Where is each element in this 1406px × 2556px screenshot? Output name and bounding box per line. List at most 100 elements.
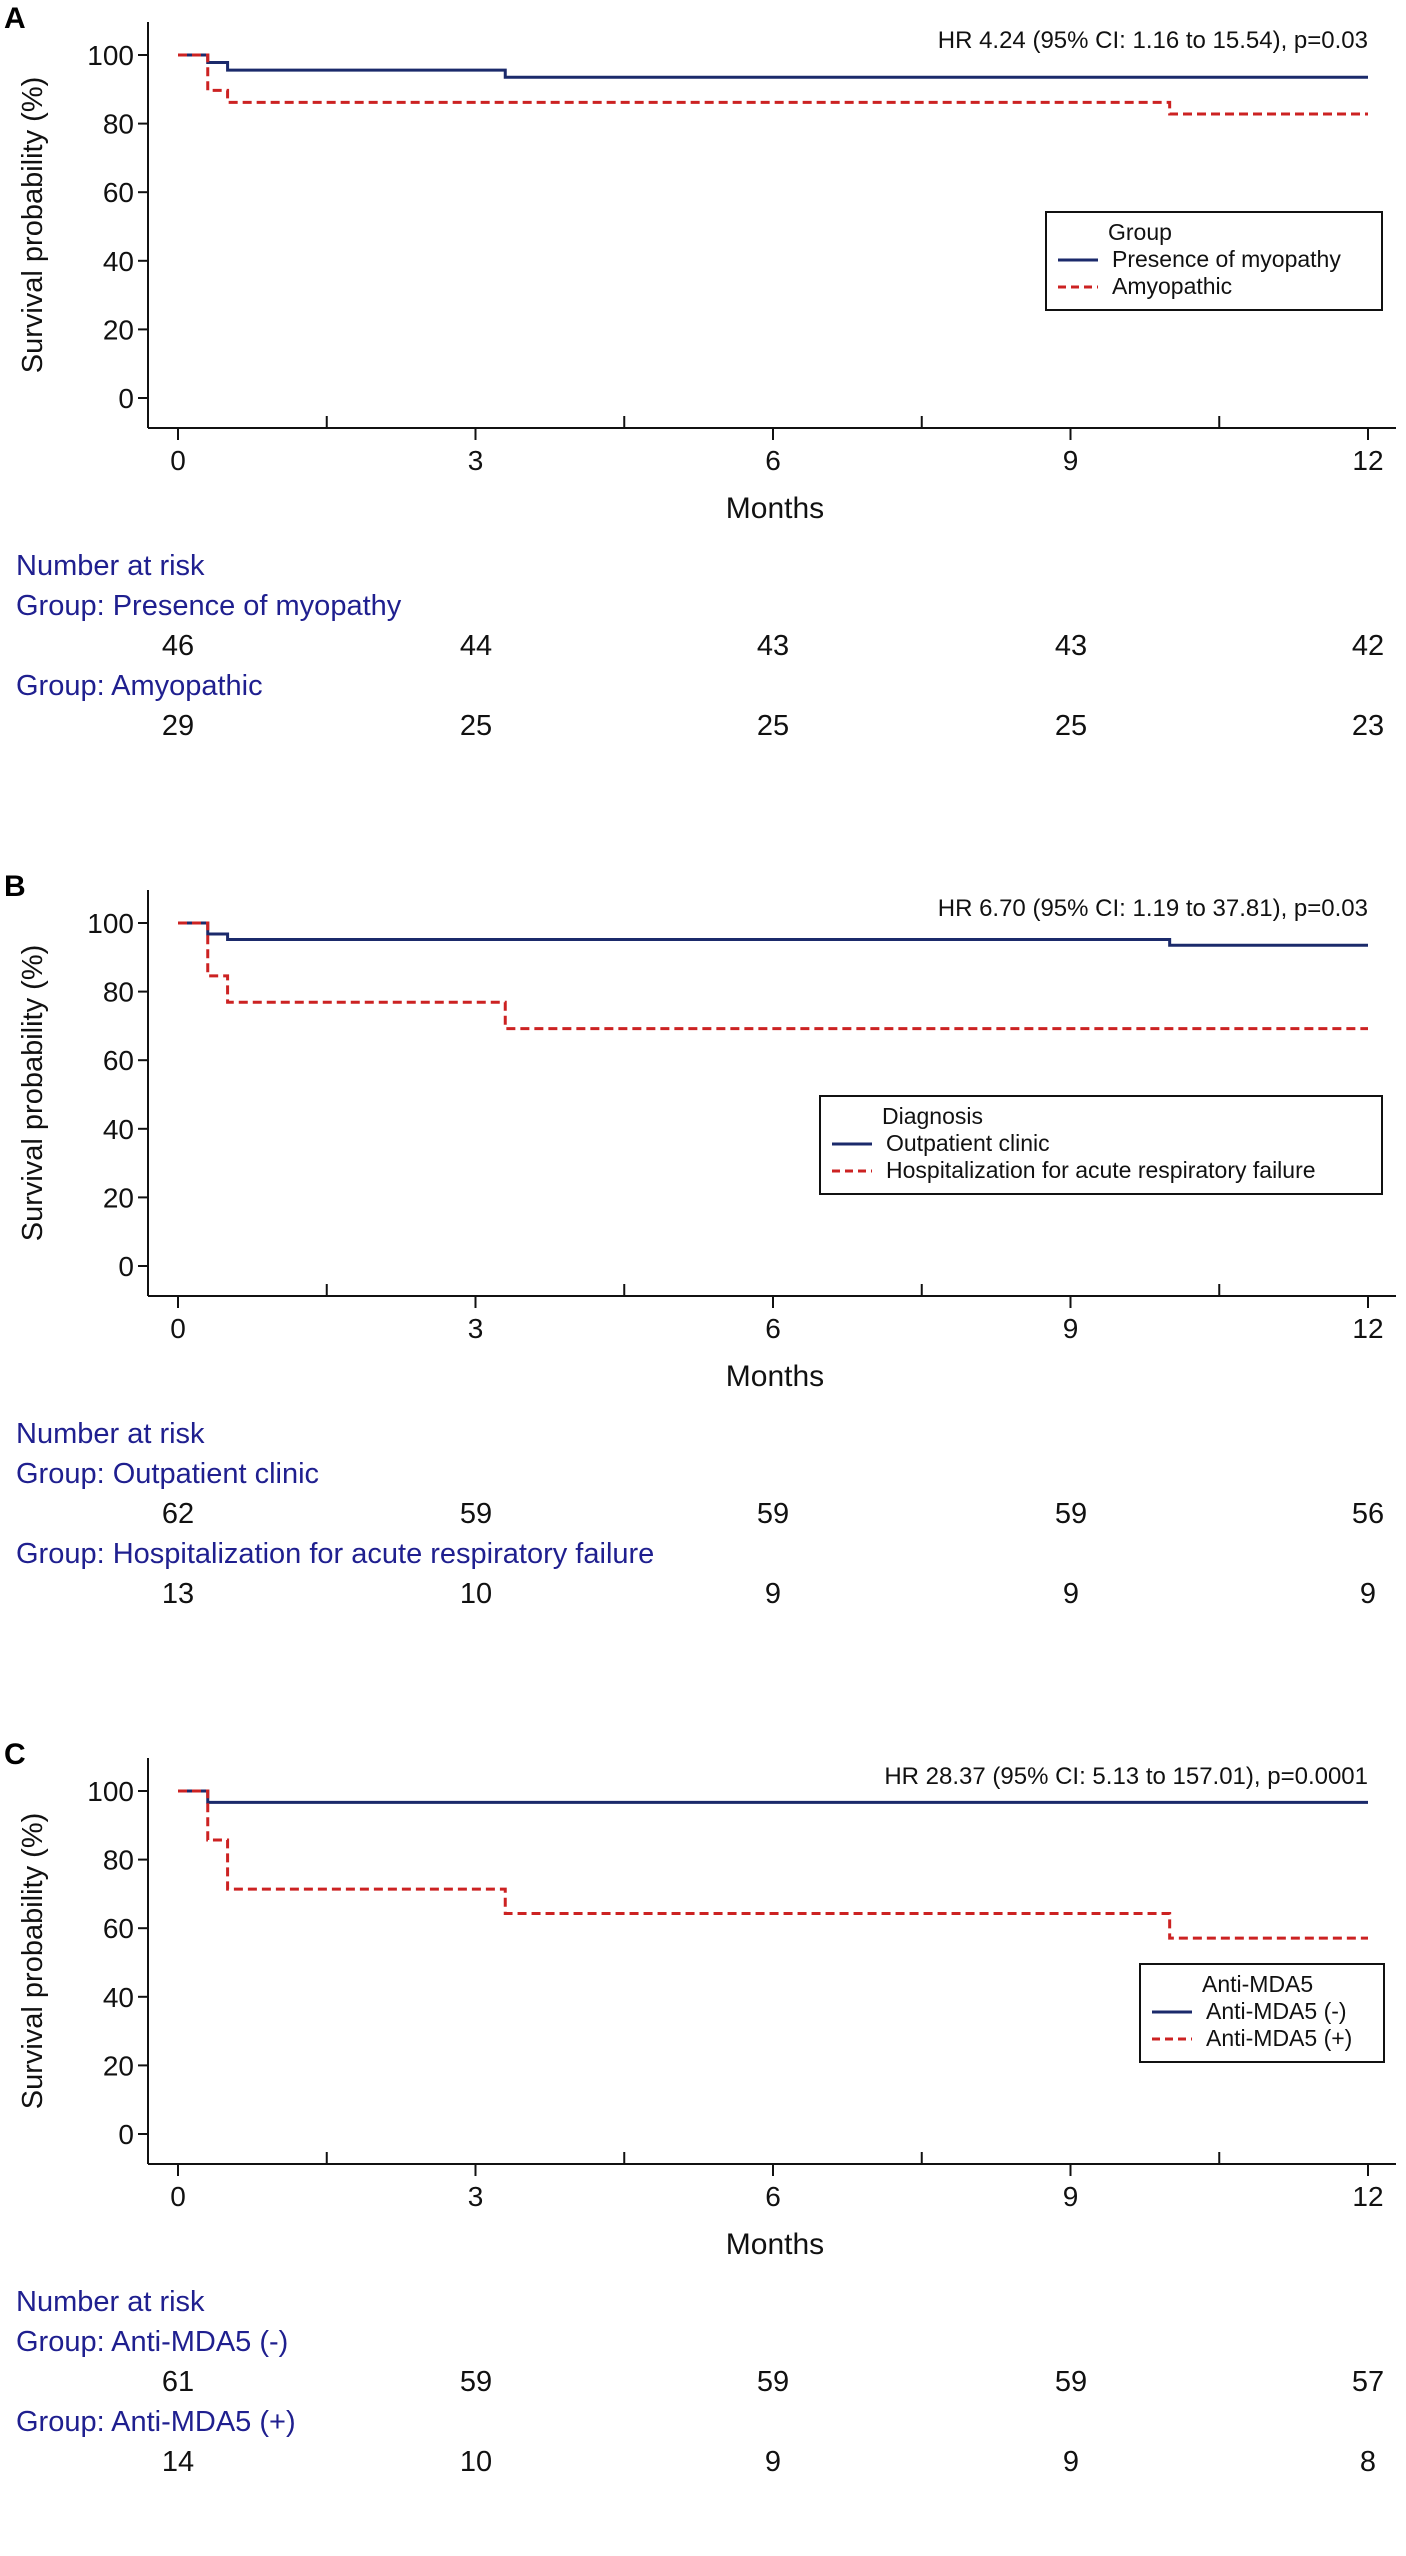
y-axis-label: Survival probability (%) (17, 1813, 49, 2110)
risk-group-label: Group: Anti-MDA5 (+) (16, 2406, 296, 2438)
legend-entry: Anti-MDA5 (-) (1206, 1998, 1347, 2024)
legend-entry: Amyopathic (1112, 273, 1232, 299)
risk-value: 23 (1351, 710, 1385, 742)
x-tick-label: 3 (468, 445, 484, 476)
risk-value: 57 (1351, 2366, 1385, 2398)
risk-value: 59 (1054, 2366, 1088, 2398)
risk-value: 46 (161, 630, 195, 662)
legend-box (1045, 211, 1383, 311)
risk-value: 43 (1054, 630, 1088, 662)
x-tick-label: 9 (1063, 445, 1079, 476)
y-tick-label: 60 (103, 1913, 134, 1944)
risk-value: 9 (1359, 1578, 1377, 1610)
risk-value: 59 (1054, 1498, 1088, 1530)
panel-a: 0 20 40 60 80 100 0 3 6 9 12 Months Survival probabi… (0, 0, 1406, 820)
x-tick-label: 6 (765, 445, 781, 476)
risk-value: 42 (1351, 630, 1385, 662)
risk-value: 25 (459, 710, 493, 742)
risk-group-label: Group: Hospitalization for acute respira… (16, 1538, 655, 1570)
y-tick-label: 60 (103, 177, 134, 208)
risk-value: 14 (161, 2446, 195, 2478)
risk-header: Number at risk (16, 550, 205, 582)
x-tick-label: 9 (1063, 2181, 1079, 2212)
risk-value: 59 (756, 2366, 790, 2398)
legend-title: Diagnosis (882, 1103, 983, 1129)
legend-box (819, 1095, 1383, 1195)
y-tick-label: 20 (103, 314, 134, 345)
km-chart-c: 0 20 40 60 80 100 0 3 6 9 12 Months Survival probabi… (17, 1758, 1396, 2261)
risk-value: 8 (1359, 2446, 1377, 2478)
legend-entry: Outpatient clinic (886, 1130, 1050, 1156)
risk-table-a: Number at risk Group: Presence of myopat… (0, 550, 1406, 800)
x-tick-label: 6 (765, 2181, 781, 2212)
hazard-ratio-annotation: HR 6.70 (95% CI: 1.19 to 37.81), p=0.03 (938, 895, 1368, 922)
risk-value: 9 (764, 2446, 782, 2478)
risk-group-label: Group: Presence of myopathy (16, 590, 402, 622)
panel-b: 0 20 40 60 80 100 0 3 6 9 12 Months Survival probabi… (0, 868, 1406, 1688)
y-tick-label: 80 (103, 1845, 134, 1876)
x-tick-label: 3 (468, 2181, 484, 2212)
km-chart-b: 0 20 40 60 80 100 0 3 6 9 12 Months Survival probabi… (17, 890, 1396, 1393)
survival-curve-series-1 (178, 53, 1368, 79)
x-tick-label: 9 (1063, 1313, 1079, 1344)
y-axis-label: Survival probability (%) (17, 945, 49, 1242)
risk-table-b: Number at risk Group: Outpatient clinic … (0, 1418, 1406, 1668)
y-tick-label: 20 (103, 1182, 134, 1213)
risk-value: 29 (161, 710, 195, 742)
legend-entry: Presence of myopathy (1112, 246, 1341, 272)
risk-value: 59 (459, 2366, 493, 2398)
panel-letter: B (4, 870, 26, 903)
x-axis-label: Months (726, 1360, 824, 1393)
risk-value: 9 (764, 1578, 782, 1610)
x-tick-label: 3 (468, 1313, 484, 1344)
y-tick-label: 80 (103, 109, 134, 140)
x-tick-label: 12 (1352, 1313, 1383, 1344)
x-axis-label: Months (726, 492, 824, 525)
panel-c: 0 20 40 60 80 100 0 3 6 9 12 Months Survival probabi… (0, 1736, 1406, 2556)
risk-value: 59 (756, 1498, 790, 1530)
risk-value: 61 (161, 2366, 195, 2398)
x-tick-label: 0 (170, 2181, 186, 2212)
legend-entry: Anti-MDA5 (+) (1206, 2025, 1352, 2051)
x-tick-label: 6 (765, 1313, 781, 1344)
x-tick-label: 0 (170, 445, 186, 476)
hazard-ratio-annotation: HR 4.24 (95% CI: 1.16 to 15.54), p=0.03 (938, 27, 1368, 54)
risk-value: 13 (161, 1578, 195, 1610)
risk-value: 43 (756, 630, 790, 662)
risk-header: Number at risk (16, 2286, 205, 2318)
y-tick-label: 100 (87, 1776, 134, 1807)
y-tick-label: 0 (118, 383, 134, 414)
hazard-ratio-annotation: HR 28.37 (95% CI: 5.13 to 157.01), p=0.0… (884, 1763, 1368, 1790)
risk-value: 9 (1062, 2446, 1080, 2478)
survival-curve-series-1 (178, 921, 1368, 947)
y-tick-label: 20 (103, 2050, 134, 2081)
survival-curve-series-1 (178, 1789, 1368, 1804)
y-axis-label: Survival probability (%) (17, 77, 49, 374)
x-axis-label: Months (726, 2228, 824, 2261)
risk-value: 25 (1054, 710, 1088, 742)
y-tick-label: 80 (103, 977, 134, 1008)
risk-table-c: Number at risk Group: Anti-MDA5 (-) 61 5… (0, 2286, 1406, 2536)
survival-curve-series-2 (178, 53, 1368, 116)
panel-letter: A (4, 2, 26, 35)
risk-value: 9 (1062, 1578, 1080, 1610)
risk-group-label: Group: Outpatient clinic (16, 1458, 320, 1490)
risk-group-label: Group: Amyopathic (16, 670, 263, 702)
y-tick-label: 40 (103, 1982, 134, 2013)
y-tick-label: 60 (103, 1045, 134, 1076)
x-tick-label: 0 (170, 1313, 186, 1344)
y-tick-label: 100 (87, 908, 134, 939)
survival-curve-series-2 (178, 1789, 1368, 1940)
y-tick-label: 0 (118, 2119, 134, 2150)
risk-group-label: Group: Anti-MDA5 (-) (16, 2326, 289, 2358)
y-tick-label: 100 (87, 40, 134, 71)
risk-value: 25 (756, 710, 790, 742)
panel-letter: C (4, 1738, 26, 1771)
legend-title: Group (1108, 219, 1172, 245)
risk-value: 56 (1351, 1498, 1385, 1530)
risk-header: Number at risk (16, 1418, 205, 1450)
legend-title: Anti-MDA5 (1202, 1971, 1313, 1997)
y-tick-label: 40 (103, 1114, 134, 1145)
y-tick-label: 0 (118, 1251, 134, 1282)
survival-curve-series-2 (178, 921, 1368, 1031)
